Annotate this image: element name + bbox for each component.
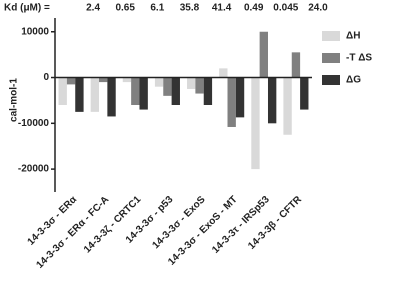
kd-value: 6.1: [150, 3, 164, 14]
bar: [75, 77, 84, 112]
legend-label: ΔG: [346, 75, 361, 86]
bar: [300, 77, 309, 110]
bar: [291, 52, 301, 78]
bar: [171, 77, 180, 105]
bar: [139, 77, 148, 110]
kd-value: 35.8: [180, 3, 200, 14]
legend-label: -T ΔS: [346, 53, 372, 64]
bar: [227, 77, 236, 127]
bar: [195, 77, 204, 94]
x-tick-label: 14-3-3ζ - CRTC1: [82, 194, 144, 256]
y-tick-label: -10000: [18, 118, 50, 129]
bar: [267, 77, 277, 124]
bar: [219, 68, 228, 78]
bar: [90, 77, 100, 112]
bar: [131, 77, 140, 105]
y-tick-label: -20000: [18, 164, 50, 175]
bar: [203, 77, 213, 105]
bar: [107, 77, 116, 117]
legend-label: ΔH: [346, 31, 360, 42]
y-tick-label: 0: [43, 72, 49, 83]
kd-value: 0.49: [244, 3, 264, 14]
bar: [154, 77, 164, 87]
y-axis-label: cal-mol-1: [9, 78, 20, 122]
x-tick-label: 14-3-3τ - IRSp53: [210, 194, 272, 256]
kd-label: Kd (μM) =: [4, 3, 50, 14]
bar: [251, 77, 260, 170]
bar: [58, 77, 67, 105]
kd-value: 41.4: [212, 3, 232, 14]
legend-swatch: [322, 75, 340, 85]
bar: [259, 31, 268, 78]
bar: [163, 77, 172, 96]
bar: [122, 77, 132, 83]
kd-value: 24.0: [308, 3, 328, 14]
bar: [66, 77, 76, 85]
kd-value: 2.4: [86, 3, 100, 14]
bar: [187, 77, 196, 89]
bar: [99, 77, 108, 83]
legend-swatch: [322, 53, 340, 63]
bar: [283, 77, 292, 135]
kd-value: 0.65: [115, 3, 135, 14]
y-tick-label: 10000: [21, 26, 49, 37]
bar: [235, 77, 245, 118]
kd-value: 0.045: [273, 3, 298, 14]
legend-swatch: [322, 31, 340, 41]
